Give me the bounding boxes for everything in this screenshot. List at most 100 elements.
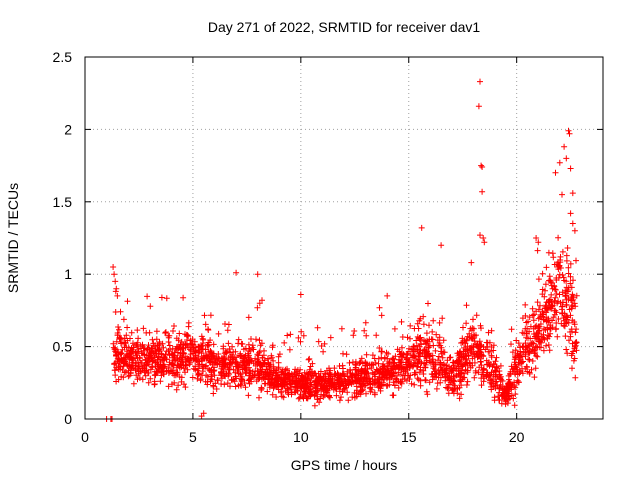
data-point: [529, 358, 536, 364]
data-point: [346, 359, 353, 366]
data-point: [238, 376, 245, 383]
data-point: [513, 364, 520, 371]
data-point: [369, 369, 376, 376]
data-point: [339, 362, 346, 369]
data-point: [184, 332, 191, 339]
data-point: [512, 391, 519, 398]
data-point: [252, 355, 259, 362]
data-point: [416, 369, 423, 376]
data-point: [302, 375, 309, 381]
y-tick-label: 0: [64, 411, 72, 427]
data-point: [534, 333, 541, 340]
data-point: [460, 324, 466, 331]
data-point: [113, 338, 120, 345]
data-point: [124, 348, 131, 355]
data-point: [321, 340, 328, 347]
data-point: [335, 383, 342, 390]
data-point: [564, 245, 571, 251]
data-point: [149, 336, 156, 343]
data-point: [562, 320, 569, 327]
data-point: [225, 340, 232, 347]
data-point: [535, 306, 542, 313]
data-point: [237, 352, 244, 359]
data-point: [235, 336, 242, 343]
data-point: [128, 329, 135, 336]
data-point: [496, 397, 502, 404]
data-point: [505, 392, 512, 399]
data-point: [280, 377, 287, 384]
data-point: [200, 336, 207, 343]
data-point: [362, 319, 369, 326]
data-point: [563, 155, 570, 162]
data-point: [422, 341, 429, 348]
data-point: [320, 385, 327, 391]
data-point: [422, 364, 429, 371]
data-point: [563, 284, 570, 291]
data-point: [552, 326, 559, 333]
data-point: [336, 382, 343, 389]
data-point: [389, 355, 396, 362]
data-point: [208, 371, 215, 378]
data-point: [429, 376, 436, 383]
data-point: [567, 333, 574, 340]
data-point: [311, 402, 318, 409]
data-point: [438, 242, 445, 249]
data-point: [559, 299, 566, 306]
data-point: [463, 382, 470, 388]
data-point: [408, 380, 415, 387]
data-point: [389, 365, 396, 371]
data-point: [322, 375, 329, 382]
data-point: [357, 384, 364, 391]
data-point: [340, 386, 347, 393]
data-point: [415, 376, 422, 383]
data-point: [144, 293, 151, 300]
data-point: [485, 329, 492, 336]
data-point: [116, 326, 122, 333]
data-point: [367, 380, 373, 387]
data-point: [169, 360, 176, 367]
data-point: [476, 364, 483, 371]
data-point: [433, 374, 440, 381]
data-point: [230, 366, 237, 373]
data-point: [533, 235, 540, 241]
data-point: [546, 347, 553, 354]
data-point: [110, 340, 117, 347]
data-point: [537, 302, 543, 309]
data-point: [378, 312, 385, 319]
data-point: [525, 356, 532, 363]
data-point: [487, 377, 494, 384]
data-point: [437, 379, 444, 386]
data-point: [551, 311, 558, 318]
data-point: [563, 252, 570, 259]
y-tick-label: 2.5: [53, 49, 73, 65]
data-point: [463, 320, 470, 327]
data-point: [420, 313, 427, 320]
data-point: [232, 373, 239, 380]
data-point: [345, 397, 352, 404]
data-point: [480, 353, 487, 360]
data-point: [238, 382, 245, 389]
data-point: [255, 352, 262, 359]
data-point: [529, 340, 536, 347]
data-point: [564, 288, 571, 295]
data-point: [207, 378, 214, 385]
data-point: [390, 392, 397, 399]
data-point: [529, 312, 536, 319]
data-point: [287, 331, 294, 338]
data-point: [468, 327, 475, 334]
data-point: [414, 363, 421, 370]
data-point: [254, 271, 261, 278]
data-point: [554, 264, 561, 270]
data-point: [331, 365, 338, 372]
data-point: [533, 352, 540, 359]
data-point: [525, 342, 532, 349]
data-point: [160, 344, 167, 351]
data-point: [177, 350, 184, 357]
data-point: [222, 321, 228, 327]
data-point: [202, 321, 209, 328]
data-point: [240, 346, 247, 353]
data-point: [431, 373, 438, 380]
data-point: [556, 271, 563, 278]
data-point: [472, 367, 479, 374]
data-point: [569, 340, 576, 347]
